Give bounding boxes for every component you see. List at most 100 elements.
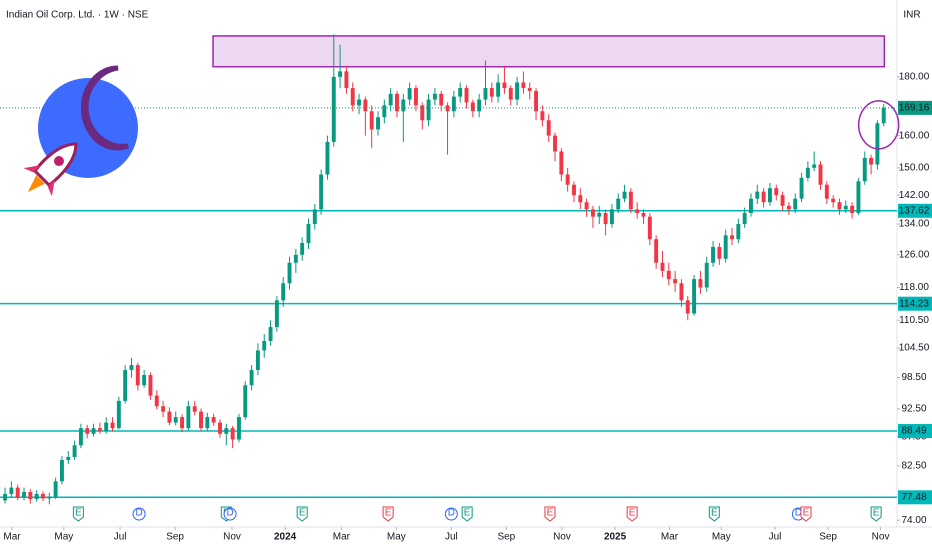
candle-body bbox=[774, 188, 779, 196]
candle-body bbox=[281, 283, 286, 301]
candle-body bbox=[647, 216, 652, 240]
event-marker: E bbox=[382, 506, 394, 522]
event-badge bbox=[870, 506, 882, 522]
y-tick-label: 92.50 bbox=[901, 404, 926, 415]
event-marker: E bbox=[800, 506, 812, 522]
event-marker: D bbox=[223, 507, 237, 521]
candle-body bbox=[186, 406, 191, 429]
candle-body bbox=[300, 243, 305, 255]
plot: 180.00 160.00 150.00 142.00 134.00 126.00 118.… bbox=[0, 34, 932, 543]
event-label: E bbox=[464, 508, 471, 519]
candle-body bbox=[439, 93, 444, 106]
level-label-bg bbox=[898, 296, 932, 311]
candle-body bbox=[104, 422, 109, 431]
candle-body bbox=[742, 213, 747, 225]
candle-body bbox=[698, 279, 703, 288]
candle-body bbox=[306, 224, 311, 244]
event-label: D bbox=[795, 508, 802, 519]
candle-body bbox=[9, 487, 14, 494]
candle-body bbox=[590, 209, 595, 217]
x-tick-label: Sep bbox=[497, 532, 515, 543]
x-tick-label: Jul bbox=[114, 532, 127, 543]
candle-body bbox=[812, 164, 817, 168]
x-tick-label: Nov bbox=[223, 532, 241, 543]
candle-body bbox=[255, 350, 260, 371]
level-label-bg bbox=[898, 424, 932, 439]
candle-body bbox=[274, 300, 279, 328]
candle-body bbox=[161, 406, 166, 412]
candle-body bbox=[603, 213, 608, 225]
logo-moon bbox=[80, 65, 129, 151]
y-tick-label: 150.00 bbox=[899, 162, 930, 173]
candle-body bbox=[154, 395, 159, 407]
candle-body bbox=[597, 213, 602, 217]
last-price-label: 169.16 bbox=[899, 103, 930, 114]
candle-body bbox=[230, 428, 235, 440]
level-label-bg bbox=[898, 203, 932, 218]
x-tick-label: May bbox=[54, 532, 73, 543]
resistance-zone bbox=[212, 35, 886, 68]
candle-body bbox=[420, 105, 425, 121]
candle-body bbox=[148, 375, 153, 396]
candle-body bbox=[218, 422, 222, 434]
candle-body bbox=[553, 135, 557, 152]
candle-body bbox=[559, 151, 564, 175]
candle-body bbox=[654, 239, 659, 263]
candle-body bbox=[350, 88, 355, 106]
candle-body bbox=[755, 191, 760, 199]
logo-rocket bbox=[23, 142, 78, 197]
candle-body bbox=[521, 82, 526, 89]
event-label: E bbox=[803, 508, 810, 519]
event-marker: D bbox=[132, 507, 146, 521]
event-marker: D bbox=[444, 507, 458, 521]
event-label: D bbox=[448, 508, 455, 519]
event-label: E bbox=[711, 508, 718, 519]
candle-body bbox=[483, 88, 488, 100]
y-tick-label: 82.50 bbox=[901, 461, 926, 472]
candle-body bbox=[805, 167, 810, 178]
event-label: E bbox=[629, 508, 636, 519]
x-tick-label: 2024 bbox=[274, 532, 297, 543]
candle-body bbox=[641, 213, 646, 217]
candle-body bbox=[850, 205, 855, 214]
event-badge bbox=[708, 506, 720, 522]
candle-body bbox=[325, 141, 330, 175]
y-tick-label: 126.00 bbox=[899, 249, 930, 260]
x-tick-label: Sep bbox=[819, 532, 837, 543]
x-tick-label: May bbox=[712, 532, 731, 543]
x-tick-label: Jul bbox=[445, 532, 458, 543]
candle-body bbox=[129, 365, 134, 371]
candle-body bbox=[78, 428, 83, 446]
candle-body bbox=[546, 120, 551, 136]
candle-body bbox=[856, 181, 861, 214]
candle-body bbox=[540, 111, 545, 121]
y-tick-label: 142.00 bbox=[899, 190, 930, 201]
candle-body bbox=[85, 428, 90, 434]
x-tick-label: Nov bbox=[553, 532, 571, 543]
candle-body bbox=[382, 105, 387, 118]
candle-body bbox=[72, 445, 77, 457]
candle-body bbox=[319, 174, 324, 210]
candle-body bbox=[736, 224, 741, 240]
currency-label: INR bbox=[903, 10, 920, 21]
candle-body bbox=[862, 157, 867, 182]
candle-body bbox=[780, 195, 785, 206]
candle-body bbox=[660, 262, 665, 271]
candle-body bbox=[22, 492, 26, 498]
candle-body bbox=[502, 82, 507, 89]
candle-body bbox=[116, 400, 121, 429]
candle-body bbox=[376, 117, 380, 130]
event-label: E bbox=[75, 508, 82, 519]
candle-body bbox=[388, 93, 393, 106]
event-label: E bbox=[385, 508, 392, 519]
rocket-moon-logo bbox=[23, 65, 138, 197]
event-badge bbox=[461, 506, 473, 522]
candle-body bbox=[679, 283, 684, 301]
event-label: E bbox=[299, 508, 306, 519]
candle-body bbox=[41, 493, 45, 499]
event-badge bbox=[444, 507, 458, 521]
candle-body bbox=[91, 428, 96, 434]
candle-body bbox=[243, 385, 248, 418]
y-tick-label: 110.50 bbox=[899, 315, 929, 326]
level-label: 77.48 bbox=[901, 492, 926, 503]
